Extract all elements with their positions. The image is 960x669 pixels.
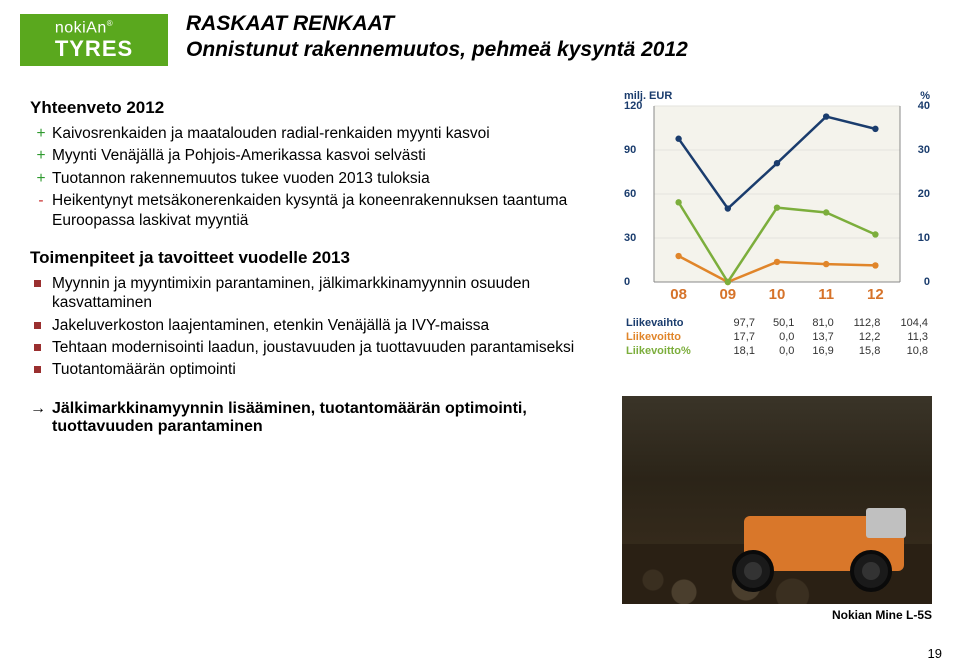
action-text: Jakeluverkoston laajentaminen, etenkin V… <box>52 317 489 334</box>
cell: 0,0 <box>759 330 798 344</box>
heading-line1: RASKAAT RENKAAT <box>186 12 688 36</box>
action-text: Tuotantomäärän optimointi <box>52 361 236 378</box>
row-label: Liikevoitto% <box>622 344 720 358</box>
summary-text: Kaivosrenkaiden ja maatalouden radial-re… <box>52 125 490 142</box>
xtick: 11 <box>818 286 834 303</box>
heading-line2: Onnistunut rakennemuutos, pehmeä kysyntä… <box>186 38 688 62</box>
cell: 12,2 <box>838 330 885 344</box>
actions-list: Myynnin ja myyntimixin parantaminen, jäl… <box>30 274 590 380</box>
chart-data-table: Liikevaihto 97,7 50,1 81,0 112,8 104,4 L… <box>622 316 932 358</box>
cell: 17,7 <box>720 330 759 344</box>
table-row: Liikevaihto 97,7 50,1 81,0 112,8 104,4 <box>622 316 932 330</box>
summary-text: Myynti Venäjällä ja Pohjois-Amerikassa k… <box>52 147 426 164</box>
ytick-left: 60 <box>624 188 636 200</box>
chart-panel: milj. EUR % 1209060300403020100080910111… <box>622 92 932 358</box>
table-row: Liikevoitto 17,7 0,0 13,7 12,2 11,3 <box>622 330 932 344</box>
summary-text: Tuotannon rakennemuutos tukee vuoden 201… <box>52 170 430 187</box>
mining-machine-icon <box>714 486 924 596</box>
row-label: Liikevoitto <box>622 330 720 344</box>
conclusion-text: Jälkimarkkinamyynnin lisääminen, tuotant… <box>52 400 527 435</box>
logo-top: nokiAn <box>55 20 107 37</box>
plus-icon: + <box>34 169 48 188</box>
cell: 18,1 <box>720 344 759 358</box>
summary-item: +Kaivosrenkaiden ja maatalouden radial-r… <box>30 124 590 143</box>
summary-text: Heikentynyt metsäkonerenkaiden kysyntä j… <box>52 192 567 228</box>
plus-icon: + <box>34 146 48 165</box>
summary-item: +Myynti Venäjällä ja Pohjois-Amerikassa … <box>30 146 590 165</box>
cell: 50,1 <box>759 316 798 330</box>
xtick: 08 <box>670 286 687 303</box>
ytick-left: 30 <box>624 232 636 244</box>
slide-heading: RASKAAT RENKAAT Onnistunut rakennemuutos… <box>186 12 688 62</box>
table-row: Liikevoitto% 18,1 0,0 16,9 15,8 10,8 <box>622 344 932 358</box>
ytick-left: 90 <box>624 144 636 156</box>
row-label: Liikevaihto <box>622 316 720 330</box>
mine-caption: Nokian Mine L-5S <box>832 608 932 622</box>
cell: 81,0 <box>798 316 837 330</box>
mine-photo <box>622 396 932 604</box>
cell: 97,7 <box>720 316 759 330</box>
action-item: Tehtaan modernisointi laadun, joustavuud… <box>30 338 590 357</box>
chart-svg <box>622 92 932 310</box>
brand-logo: nokiAn® TYRES <box>20 14 168 66</box>
logo-reg: ® <box>107 19 113 28</box>
summary-list: +Kaivosrenkaiden ja maatalouden radial-r… <box>30 124 590 230</box>
summary-item: +Tuotannon rakennemuutos tukee vuoden 20… <box>30 169 590 188</box>
cell: 0,0 <box>759 344 798 358</box>
cell: 104,4 <box>884 316 932 330</box>
action-text: Tehtaan modernisointi laadun, joustavuud… <box>52 339 574 356</box>
content-left: Yhteenveto 2012 +Kaivosrenkaiden ja maat… <box>30 98 590 436</box>
minus-icon: - <box>34 191 48 210</box>
ytick-left: 0 <box>624 276 630 288</box>
actions-title: Toimenpiteet ja tavoitteet vuodelle 2013 <box>30 248 590 268</box>
cell: 13,7 <box>798 330 837 344</box>
ytick-right: 20 <box>918 188 930 200</box>
cell: 112,8 <box>838 316 885 330</box>
action-item: Myynnin ja myyntimixin parantaminen, jäl… <box>30 274 590 313</box>
ytick-right: 30 <box>918 144 930 156</box>
xtick: 10 <box>769 286 786 303</box>
cell: 15,8 <box>838 344 885 358</box>
xtick: 12 <box>867 286 884 303</box>
ytick-right: 0 <box>924 276 930 288</box>
page-number: 19 <box>928 646 942 661</box>
logo-bottom: TYRES <box>55 38 133 60</box>
plus-icon: + <box>34 124 48 143</box>
cell: 11,3 <box>884 330 932 344</box>
action-text: Myynnin ja myyntimixin parantaminen, jäl… <box>52 275 530 311</box>
dual-axis-chart: milj. EUR % 1209060300403020100080910111… <box>622 92 932 310</box>
ytick-right: 10 <box>918 232 930 244</box>
ytick-left: 120 <box>624 100 642 112</box>
arrow-icon: → <box>30 400 46 418</box>
summary-item: -Heikentynyt metsäkonerenkaiden kysyntä … <box>30 191 590 230</box>
conclusion: → Jälkimarkkinamyynnin lisääminen, tuota… <box>30 400 590 436</box>
summary-title: Yhteenveto 2012 <box>30 98 590 118</box>
xtick: 09 <box>719 286 736 303</box>
ytick-right: 40 <box>918 100 930 112</box>
cell: 10,8 <box>884 344 932 358</box>
action-item: Jakeluverkoston laajentaminen, etenkin V… <box>30 316 590 335</box>
cell: 16,9 <box>798 344 837 358</box>
action-item: Tuotantomäärän optimointi <box>30 360 590 379</box>
